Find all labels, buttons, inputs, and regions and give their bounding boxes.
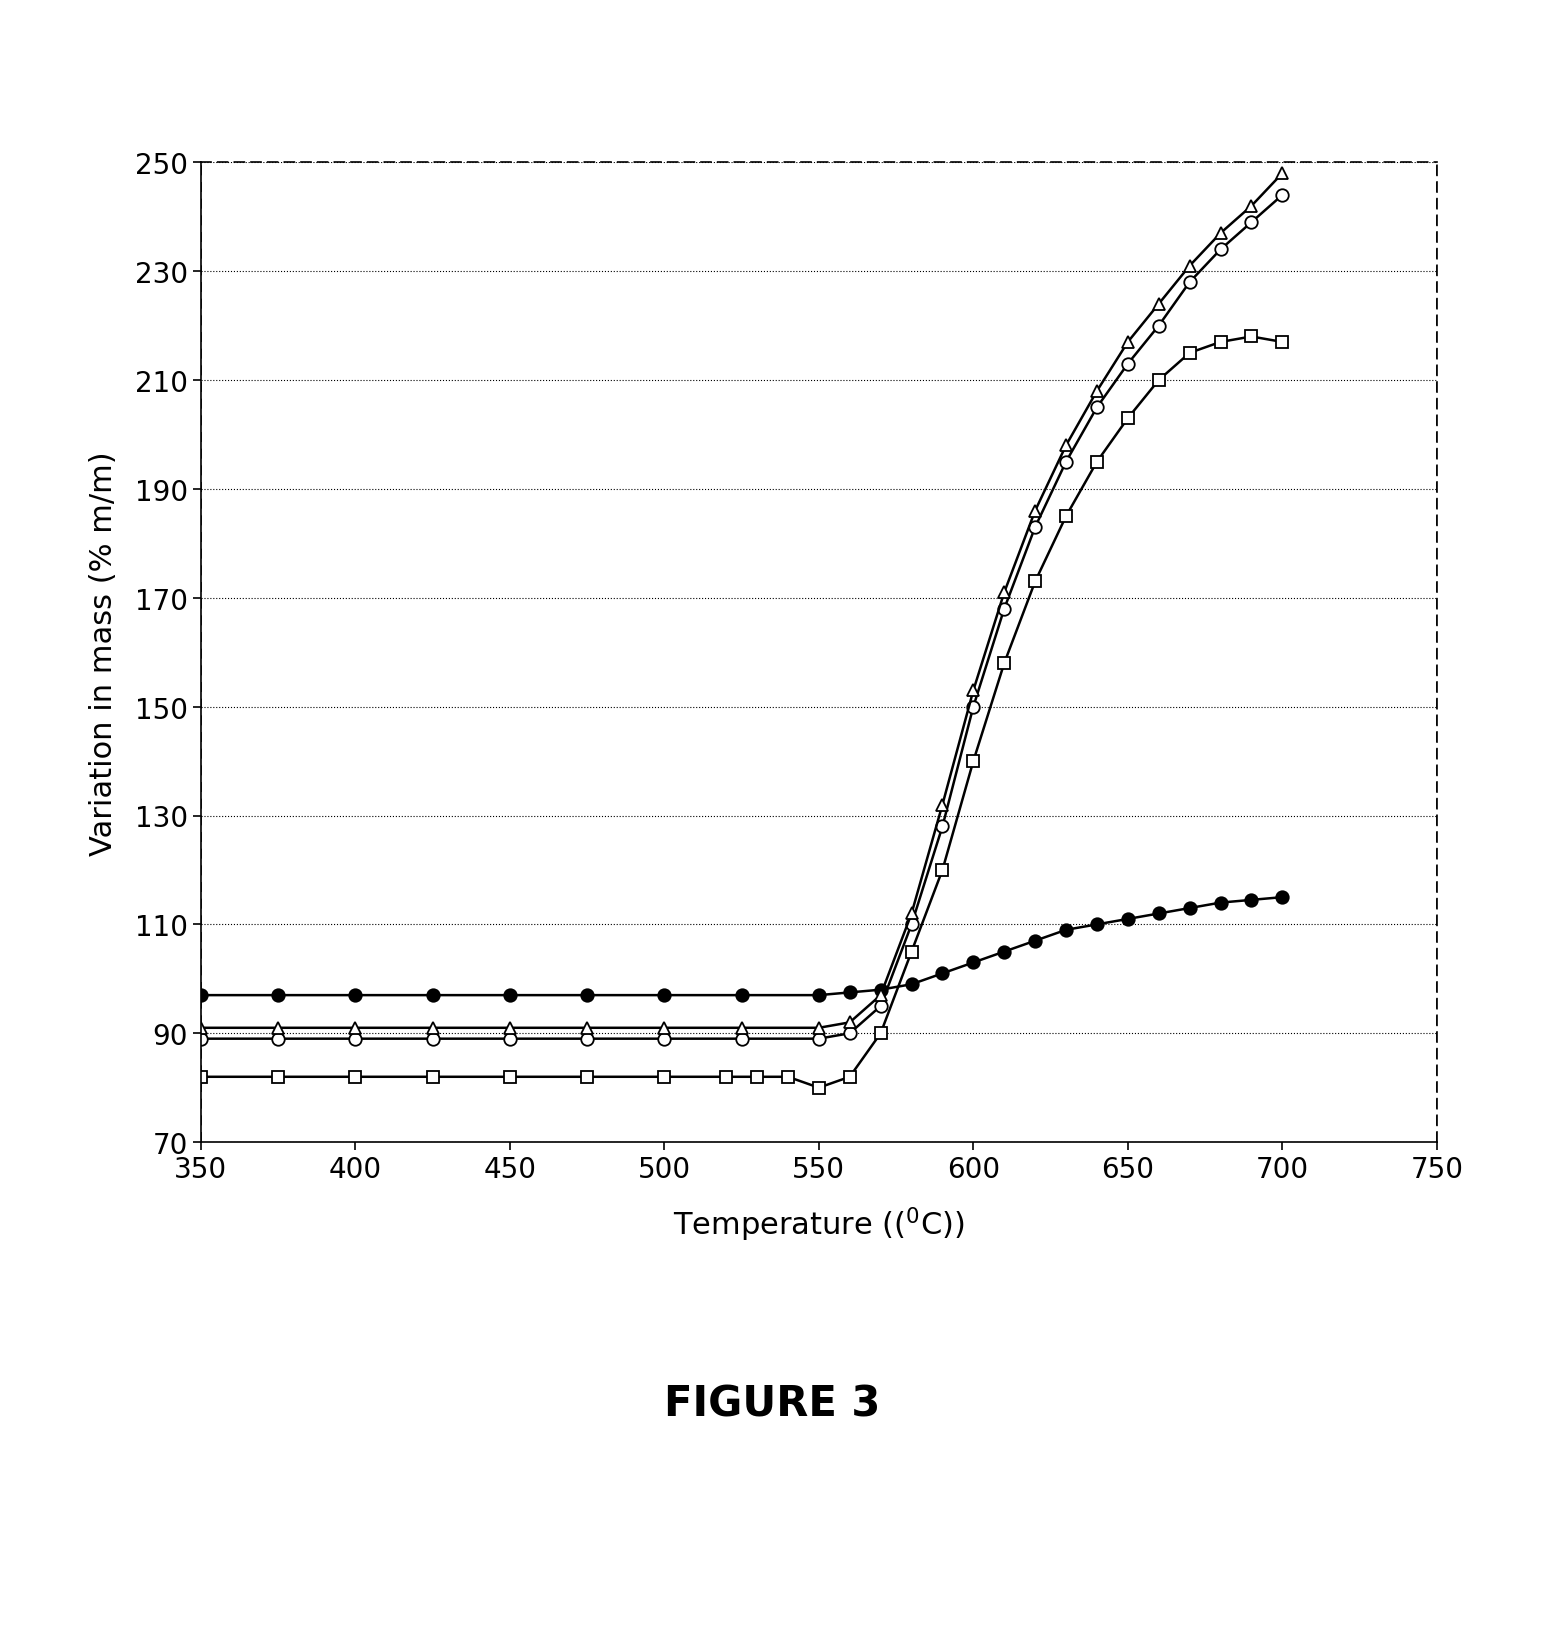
Text: FIGURE 3: FIGURE 3 — [664, 1382, 881, 1425]
Y-axis label: Variation in mass (% m/m): Variation in mass (% m/m) — [90, 450, 117, 855]
X-axis label: Temperature ($\mathregular{(^{0}C)}$): Temperature ($\mathregular{(^{0}C)}$) — [674, 1204, 964, 1244]
